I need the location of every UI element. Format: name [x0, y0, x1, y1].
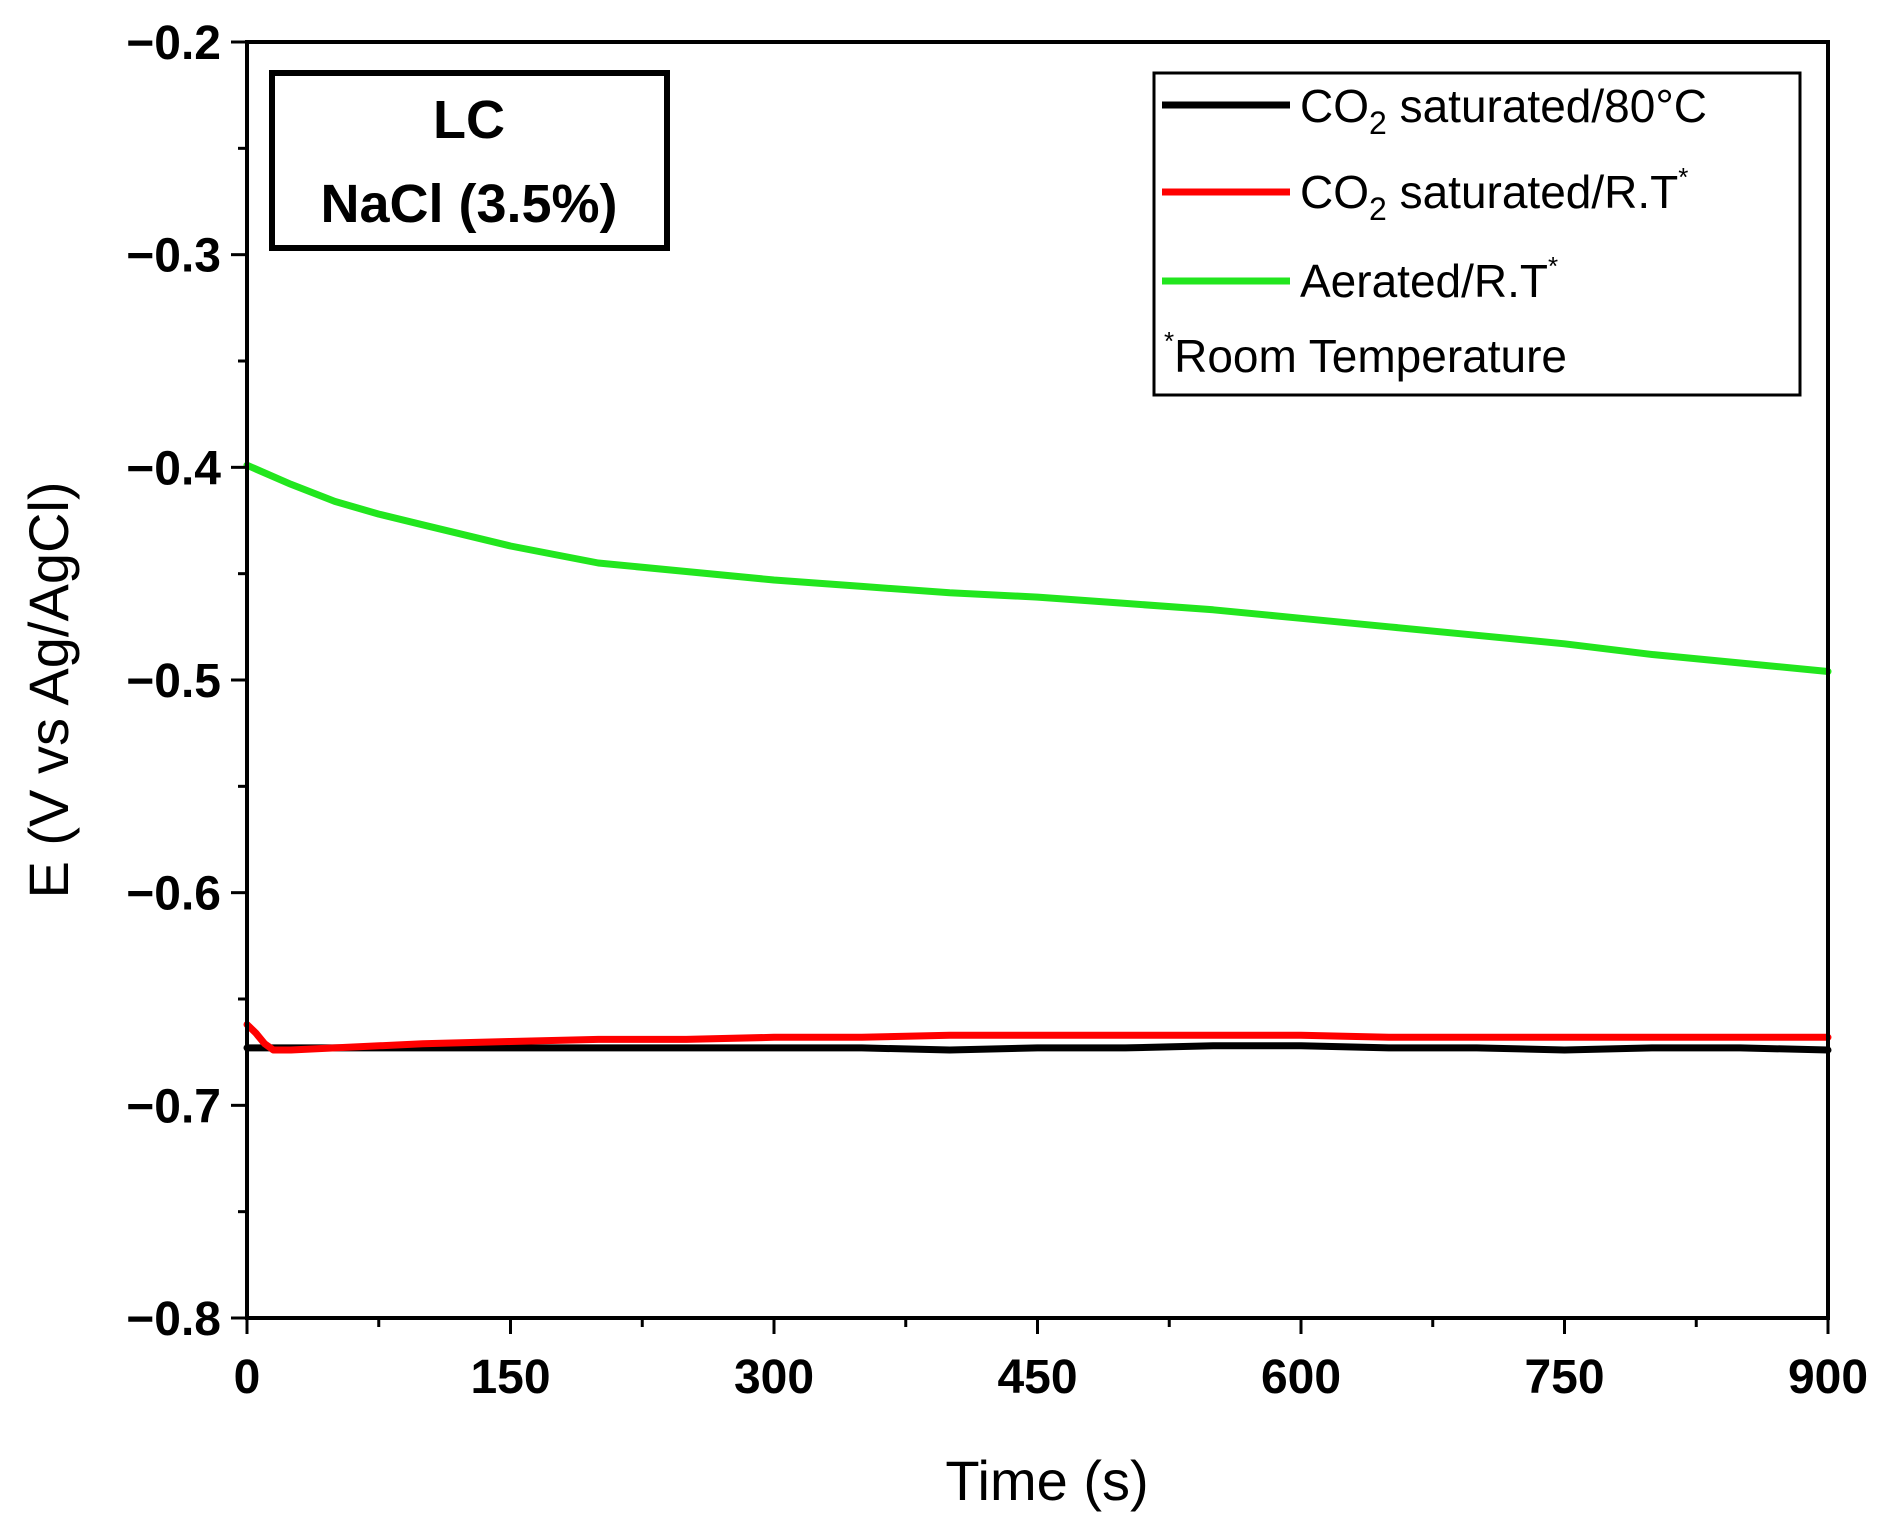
legend-footnote-text: Room Temperature — [1174, 330, 1567, 382]
legend: CO2 saturated/80°C CO2 saturated/R.T* Ae… — [1152, 71, 1802, 397]
series-layer — [243, 461, 1832, 1054]
y-axis-title: E (V vs Ag/AgCl) — [17, 481, 80, 898]
legend-frame — [1152, 71, 1802, 397]
inset-label-line2: NaCl (3.5%) — [320, 174, 617, 234]
legend-label-co2-rt-suffix: saturated/R.T — [1387, 166, 1678, 218]
x-tick-label: 0 — [234, 1351, 261, 1404]
y-tick-label: −0.3 — [126, 230, 221, 283]
legend-footnote: *Room Temperature — [1164, 326, 1567, 382]
x-tick-label: 300 — [734, 1351, 814, 1404]
legend-label-co2-rt-sup: * — [1678, 162, 1688, 192]
legend-label-co2-rt-prefix: CO — [1300, 166, 1369, 218]
legend-label-aerated-rt-sup: * — [1548, 251, 1558, 281]
legend-label-aerated-rt-prefix: Aerated/R.T — [1300, 255, 1548, 307]
x-tick-label: 150 — [470, 1351, 550, 1404]
y-tick-label: −0.5 — [126, 655, 221, 708]
legend-label-co2-80c-prefix: CO — [1300, 80, 1369, 132]
axes-layer: 0 150 300 450 600 750 900 −0.8 −0.7 −0.6 −0.5 −0.4 −… — [126, 17, 1868, 1404]
legend-label-co2-80c-sub: 2 — [1369, 105, 1387, 141]
x-tick-label: 750 — [1524, 1351, 1604, 1404]
y-tick-label: −0.8 — [126, 1293, 221, 1346]
inset-annotation-box: LC NaCl (3.5%) — [269, 70, 670, 251]
y-tick-label: −0.2 — [126, 17, 221, 70]
inset-frame — [269, 70, 670, 251]
legend-label-aerated-rt: Aerated/R.T* — [1300, 251, 1558, 307]
legend-footnote-star: * — [1164, 326, 1174, 356]
series-line-0 — [243, 1042, 1832, 1054]
x-axis-title: Time (s) — [945, 1449, 1148, 1512]
y-tick-label: −0.6 — [126, 868, 221, 921]
series-line-2 — [243, 461, 1832, 675]
legend-label-co2-80c: CO2 saturated/80°C — [1300, 80, 1707, 141]
x-tick-label: 450 — [997, 1351, 1077, 1404]
legend-label-co2-80c-suffix: saturated/80°C — [1387, 80, 1707, 132]
x-tick-label: 600 — [1261, 1351, 1341, 1404]
y-tick-label: −0.7 — [126, 1080, 221, 1133]
legend-label-co2-rt-sub: 2 — [1369, 191, 1387, 227]
legend-label-co2-rt: CO2 saturated/R.T* — [1300, 162, 1688, 227]
inset-label-line1: LC — [433, 90, 505, 150]
series-line-1 — [243, 1021, 1832, 1054]
x-tick-label: 900 — [1788, 1351, 1868, 1404]
y-tick-label: −0.4 — [126, 442, 221, 495]
